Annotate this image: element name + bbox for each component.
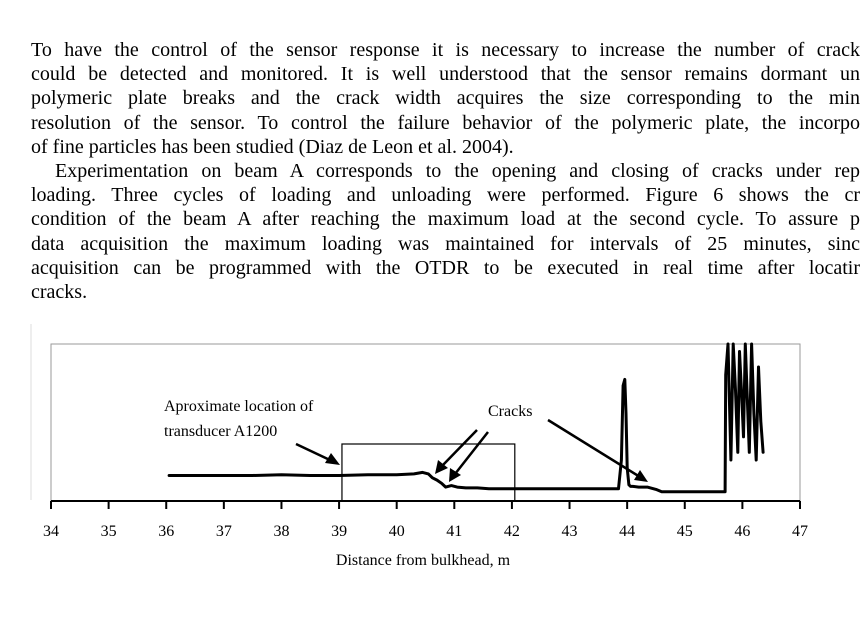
paragraph-1-line-5: of fine particles has been studied (Diaz… — [31, 135, 514, 158]
paragraph-1-line-2: could be detected and monitored. It is w… — [31, 63, 860, 86]
paragraph-2-line-6: cracks. — [31, 281, 88, 304]
arrow-crack-3 — [547, 418, 648, 482]
x-tick-label-40: 40 — [389, 523, 405, 540]
figure-left-marker — [31, 324, 45, 500]
paragraph-1-line-3: polymeric plate breaks and the crack wid… — [31, 87, 860, 110]
paragraph-1-line-4: resolution of the sensor. To control the… — [31, 111, 860, 134]
x-tick-label-44: 44 — [619, 523, 635, 540]
x-tick-label-45: 45 — [677, 523, 693, 540]
x-tick-label-41: 41 — [446, 523, 462, 540]
x-tick-label-39: 39 — [331, 523, 347, 540]
x-tick-marks — [50, 501, 801, 509]
x-tick-label-46: 46 — [734, 523, 750, 540]
x-tick-label-43: 43 — [562, 523, 578, 540]
x-axis-label: Distance from bulkhead, m — [336, 552, 511, 569]
paragraph-1-line-1: To have the control of the sensor respon… — [31, 39, 860, 61]
arrow-to-box — [295, 442, 340, 465]
x-tick-label-35: 35 — [101, 523, 117, 540]
x-tick-label-38: 38 — [273, 523, 289, 540]
annotation-transducer-line2: transducer A1200 — [164, 423, 277, 440]
paragraph-2-line-2: loading. Three cycles of loading and unl… — [31, 184, 860, 207]
paragraph-2-line-3: condition of the beam A after reaching t… — [31, 208, 860, 231]
paragraph-2-line-5: acquisition can be programmed with the O… — [31, 256, 860, 279]
annotation-cracks: Cracks — [488, 403, 532, 420]
x-tick-label-47: 47 — [792, 523, 808, 540]
otdr-trace-line — [167, 342, 765, 494]
annotation-transducer-line1: Aproximate location of — [164, 398, 314, 415]
body-text: To have the control of the sensor respon… — [31, 38, 860, 304]
paragraph-2-line-1: Experimentation on beam A corresponds to… — [55, 160, 860, 183]
x-tick-label-34: 34 — [43, 523, 59, 540]
x-tick-label-36: 36 — [158, 523, 174, 540]
arrow-crack-1 — [435, 429, 478, 474]
transducer-location-box — [341, 443, 516, 502]
arrow-crack-2 — [449, 431, 489, 482]
x-tick-label-42: 42 — [504, 523, 520, 540]
x-tick-label-37: 37 — [216, 523, 232, 540]
x-tick-labels: 34 35 36 37 38 39 40 41 42 43 44 45 46 47 — [43, 523, 808, 540]
paragraph-2-line-4: data acquisition the maximum loading was… — [31, 232, 860, 255]
